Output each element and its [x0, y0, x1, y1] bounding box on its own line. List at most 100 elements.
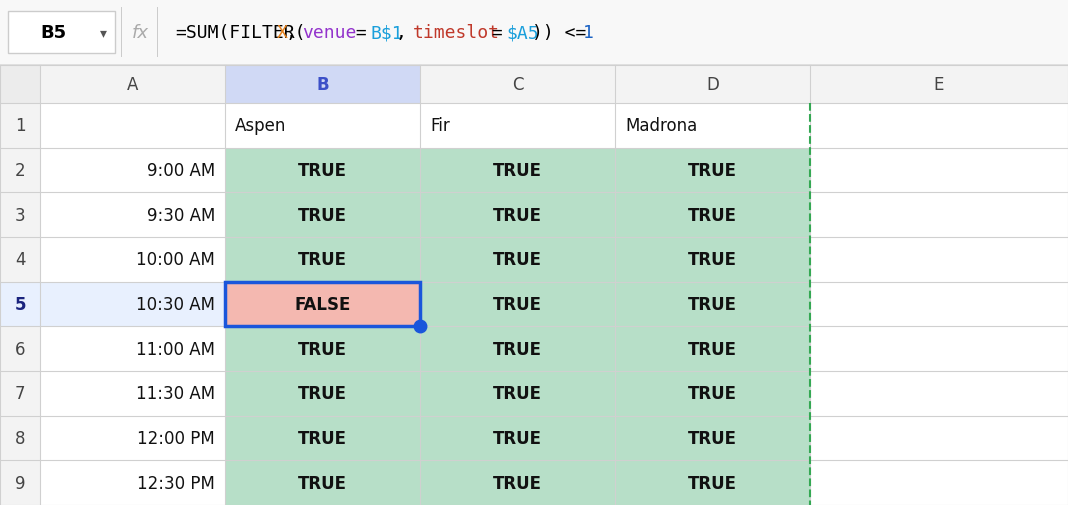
Text: D: D	[706, 76, 719, 94]
Bar	[225, 327, 420, 371]
Text: FALSE: FALSE	[295, 295, 350, 314]
Text: 2: 2	[15, 162, 26, 180]
Bar	[0, 66, 40, 104]
Bar	[40, 327, 225, 371]
Text: A: A	[127, 76, 138, 94]
Bar	[420, 104, 615, 148]
Bar	[40, 66, 225, 104]
Bar	[0, 416, 40, 461]
Text: 9:30 AM: 9:30 AM	[146, 206, 215, 224]
Bar	[40, 282, 225, 327]
Bar	[225, 237, 420, 282]
Text: =: =	[481, 24, 514, 42]
Text: C: C	[512, 76, 523, 94]
Bar	[810, 66, 1068, 104]
Text: 8: 8	[15, 429, 26, 447]
Text: 6: 6	[15, 340, 26, 358]
Bar	[225, 148, 420, 193]
Text: TRUE: TRUE	[298, 162, 347, 180]
Bar	[40, 237, 225, 282]
Bar	[40, 193, 225, 237]
Bar	[615, 282, 810, 327]
Text: TRUE: TRUE	[298, 251, 347, 269]
Bar	[810, 461, 1068, 505]
Text: TRUE: TRUE	[298, 385, 347, 402]
Text: TRUE: TRUE	[688, 251, 737, 269]
Bar	[0, 327, 40, 371]
Text: TRUE: TRUE	[298, 340, 347, 358]
Bar	[40, 148, 225, 193]
Text: $A5: $A5	[506, 24, 539, 42]
Text: TRUE: TRUE	[493, 429, 541, 447]
Text: fx: fx	[131, 24, 148, 42]
Text: TRUE: TRUE	[493, 162, 541, 180]
Text: TRUE: TRUE	[298, 429, 347, 447]
Bar	[810, 416, 1068, 461]
Bar	[225, 193, 420, 237]
Bar	[420, 327, 615, 371]
Bar	[0, 461, 40, 505]
Bar	[810, 371, 1068, 416]
Text: Fir: Fir	[430, 117, 450, 135]
Bar	[615, 416, 810, 461]
Bar	[0, 193, 40, 237]
Bar	[225, 282, 420, 327]
Bar	[810, 193, 1068, 237]
Text: 10:30 AM: 10:30 AM	[136, 295, 215, 314]
Text: Madrona: Madrona	[625, 117, 697, 135]
Bar	[615, 461, 810, 505]
Bar	[420, 416, 615, 461]
Text: 1: 1	[15, 117, 26, 135]
Bar	[0, 104, 40, 148]
Text: TRUE: TRUE	[688, 162, 737, 180]
Bar	[0, 237, 40, 282]
Text: venue: venue	[302, 24, 357, 42]
Bar	[420, 148, 615, 193]
Bar	[0, 282, 40, 327]
Bar	[615, 66, 810, 104]
Bar	[225, 371, 420, 416]
Text: =: =	[345, 24, 378, 42]
Text: TRUE: TRUE	[298, 206, 347, 224]
Bar	[615, 148, 810, 193]
Bar	[420, 237, 615, 282]
Bar	[225, 461, 420, 505]
Bar	[420, 66, 615, 104]
Text: 5: 5	[14, 295, 26, 314]
Text: TRUE: TRUE	[493, 385, 541, 402]
Text: B: B	[316, 76, 329, 94]
Text: 1: 1	[583, 24, 594, 42]
Bar	[615, 371, 810, 416]
Bar	[225, 66, 420, 104]
Bar	[420, 461, 615, 505]
Bar	[7, 12, 115, 54]
Bar	[615, 104, 810, 148]
Text: ,: ,	[396, 24, 418, 42]
Bar	[40, 461, 225, 505]
Bar	[810, 327, 1068, 371]
Text: B5: B5	[41, 24, 66, 42]
Bar	[0, 148, 40, 193]
Text: 12:00 PM: 12:00 PM	[138, 429, 215, 447]
Text: TRUE: TRUE	[688, 295, 737, 314]
Text: TRUE: TRUE	[493, 295, 541, 314]
Text: B$1: B$1	[371, 24, 403, 42]
Bar	[615, 327, 810, 371]
Text: =SUM(FILTER(: =SUM(FILTER(	[175, 24, 305, 42]
Bar	[810, 237, 1068, 282]
Text: 12:30 PM: 12:30 PM	[137, 474, 215, 492]
Text: TRUE: TRUE	[493, 340, 541, 358]
Bar	[40, 371, 225, 416]
Text: TRUE: TRUE	[493, 206, 541, 224]
Text: 9:00 AM: 9:00 AM	[146, 162, 215, 180]
Text: E: E	[933, 76, 944, 94]
Bar	[420, 282, 615, 327]
Bar	[810, 282, 1068, 327]
Text: TRUE: TRUE	[688, 474, 737, 492]
Text: )) <=: )) <=	[532, 24, 597, 42]
Bar	[0, 371, 40, 416]
Text: TRUE: TRUE	[688, 429, 737, 447]
Text: TRUE: TRUE	[493, 251, 541, 269]
Text: Aspen: Aspen	[235, 117, 286, 135]
Bar	[225, 104, 420, 148]
